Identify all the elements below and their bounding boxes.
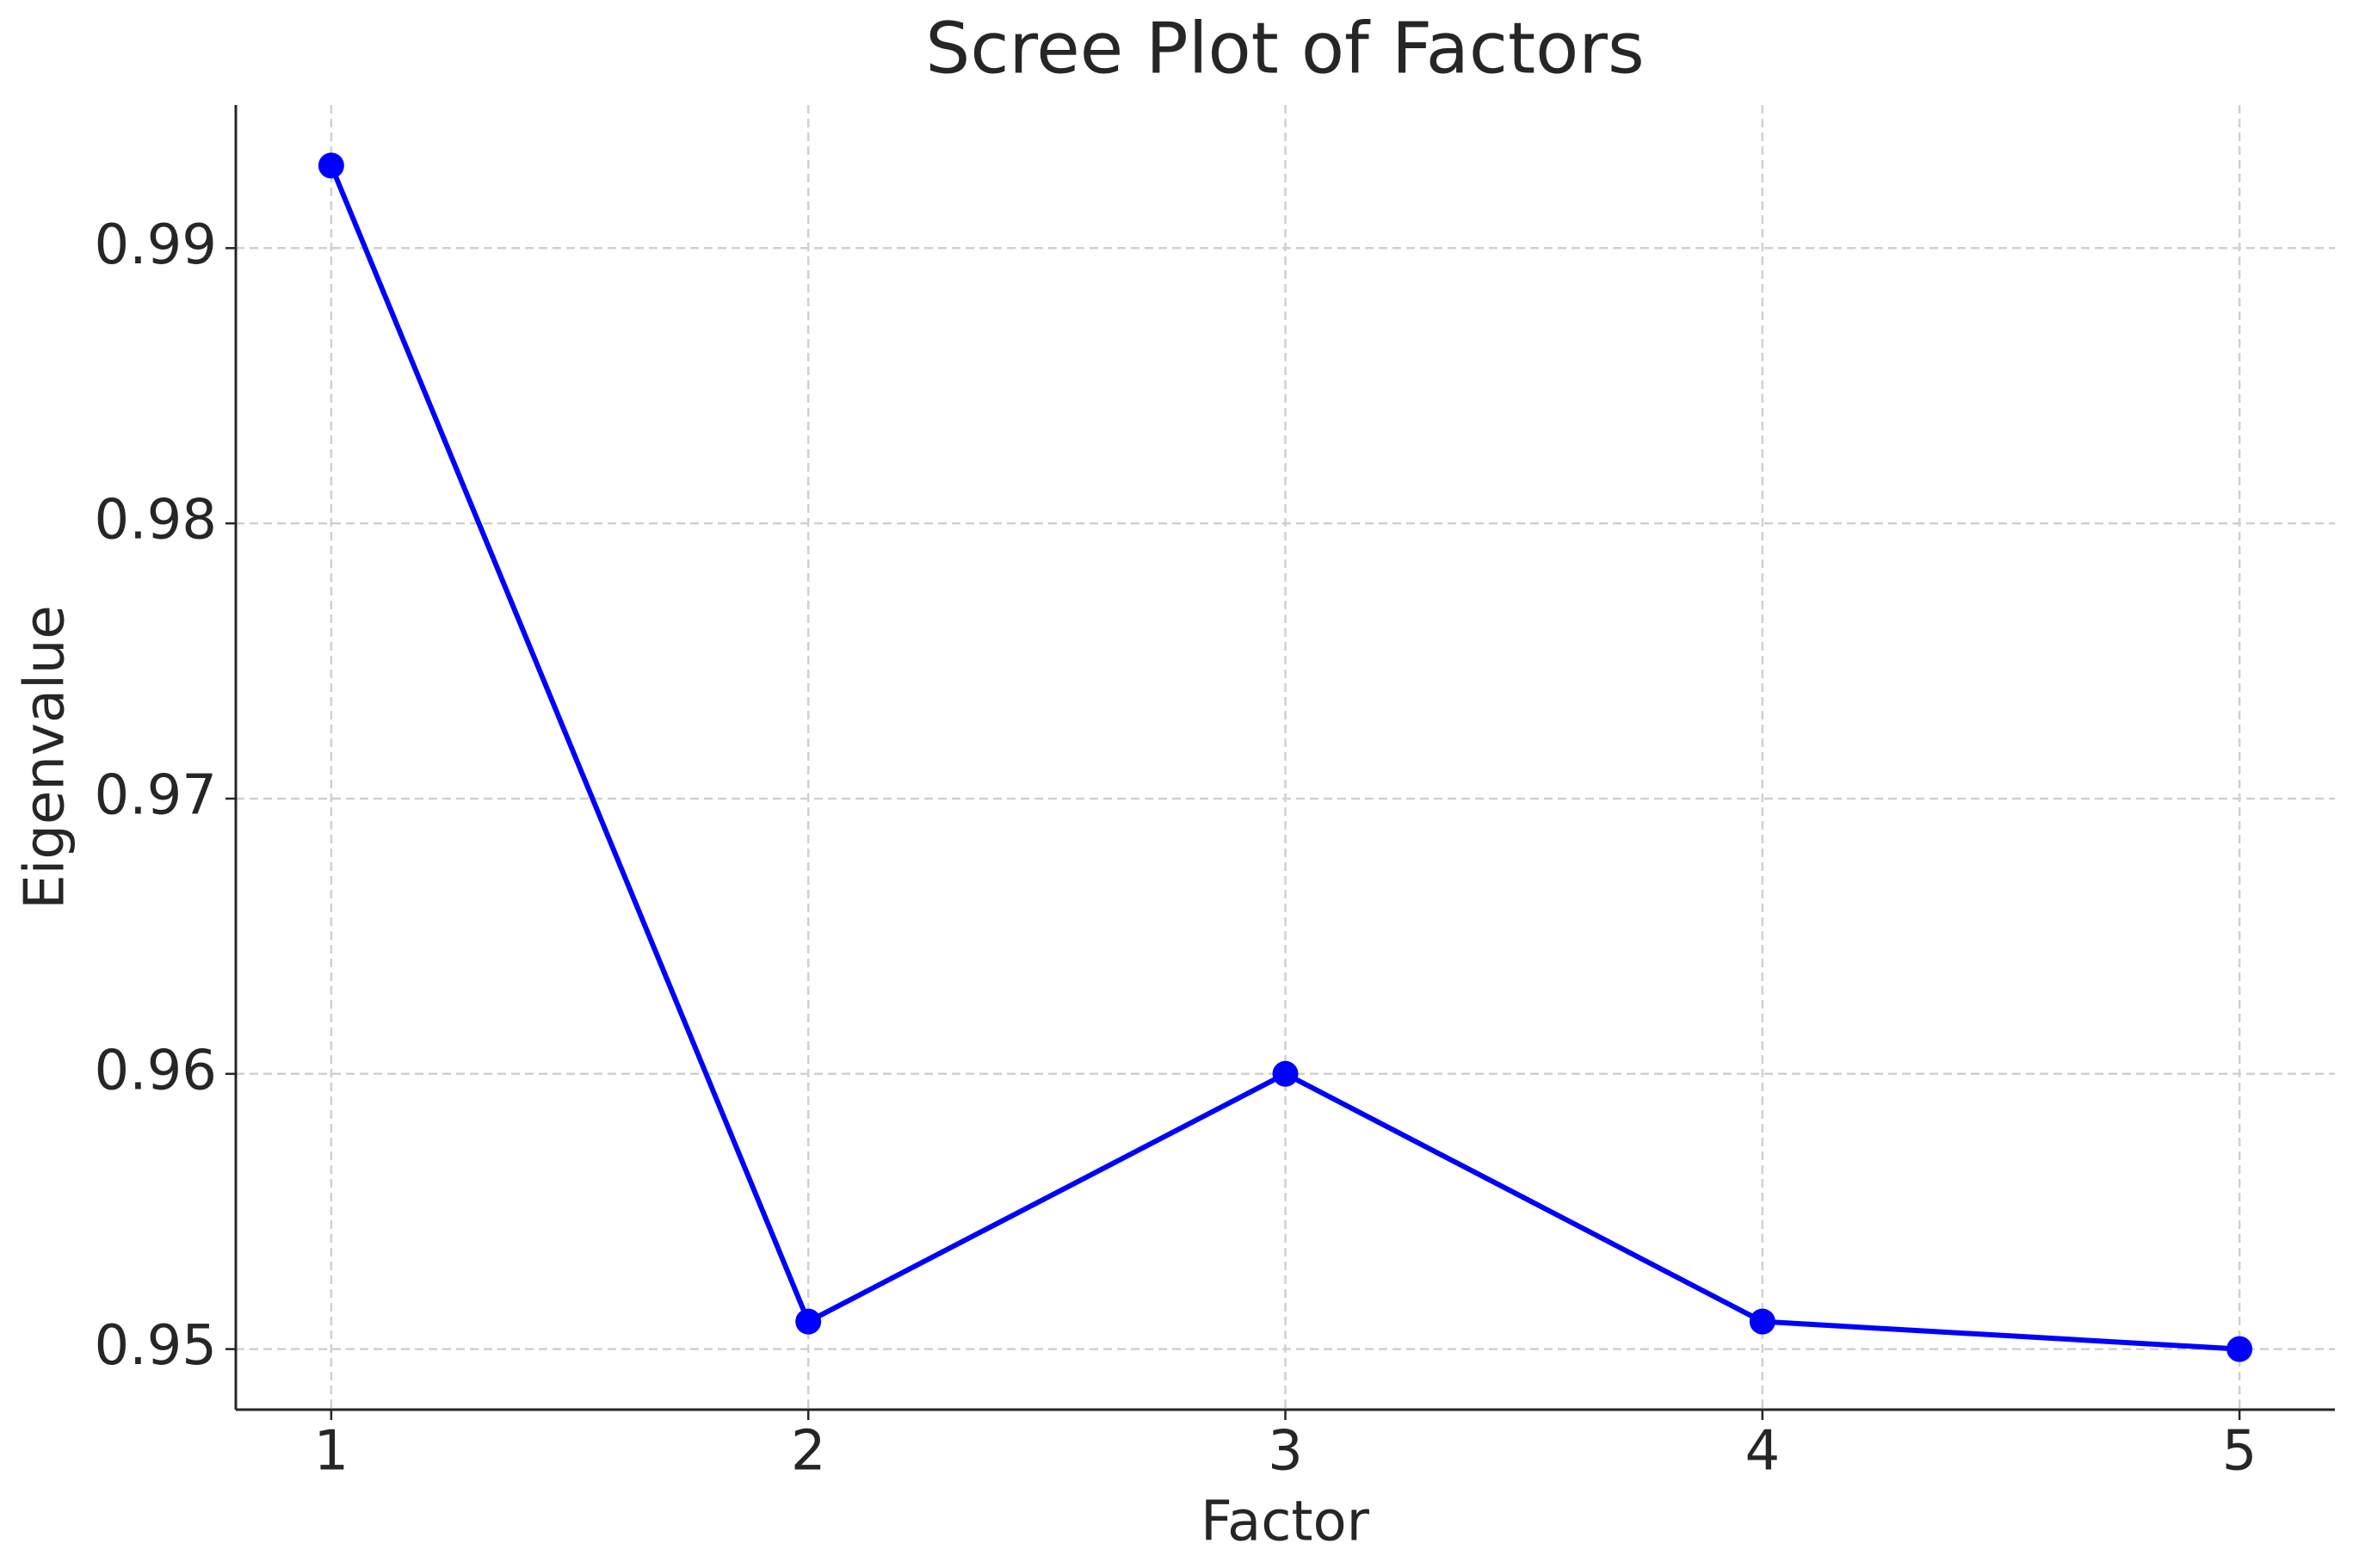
point bbox=[1749, 1308, 1775, 1335]
y-tick-label: 0.98 bbox=[95, 489, 218, 553]
point bbox=[318, 152, 344, 179]
point bbox=[1272, 1060, 1299, 1087]
x-tick-label: 4 bbox=[1745, 1420, 1780, 1484]
y-tick-label: 0.97 bbox=[95, 764, 218, 828]
point bbox=[2226, 1336, 2253, 1362]
y-tick-label: 0.96 bbox=[95, 1039, 218, 1102]
x-tick-label: 5 bbox=[2222, 1420, 2257, 1484]
chart-title: Scree Plot of Factors bbox=[925, 8, 1644, 90]
y-axis-label: Eigenvalue bbox=[14, 605, 77, 910]
x-axis-label: Factor bbox=[1201, 1491, 1370, 1554]
y-tick-label: 0.95 bbox=[95, 1314, 218, 1378]
point bbox=[795, 1308, 822, 1335]
y-tick-label: 0.99 bbox=[95, 213, 218, 277]
x-tick-label: 3 bbox=[1268, 1420, 1303, 1484]
x-tick-label: 2 bbox=[791, 1420, 826, 1484]
x-tick-label: 1 bbox=[314, 1420, 349, 1484]
